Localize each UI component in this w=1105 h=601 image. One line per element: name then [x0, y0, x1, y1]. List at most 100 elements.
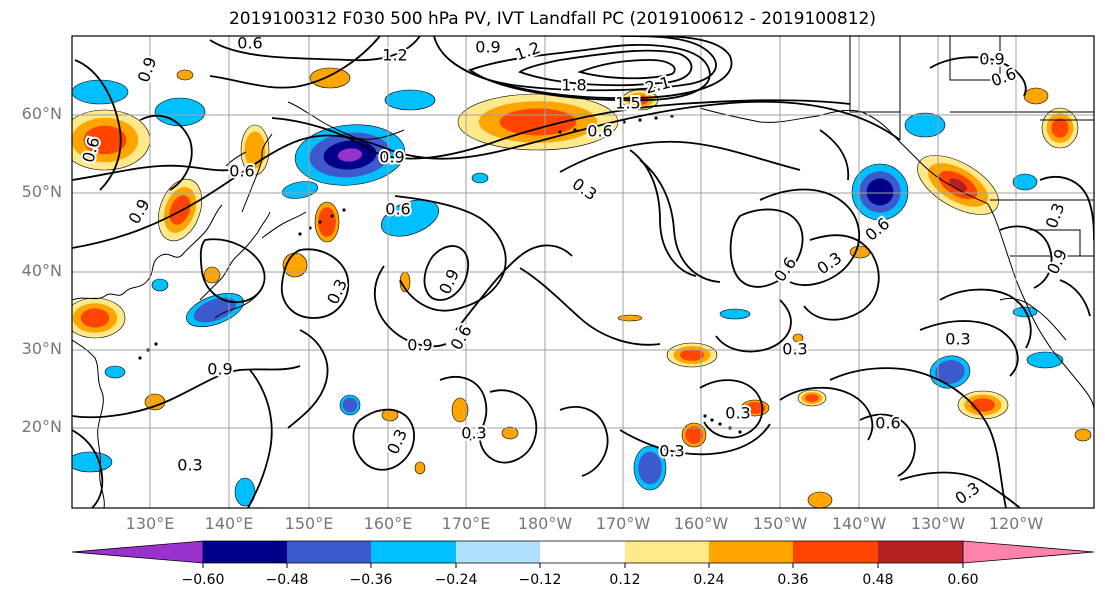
latitude-label: 60°N: [21, 104, 62, 123]
contour-label: 0.9: [407, 336, 432, 355]
contour-label: 2.1: [643, 73, 673, 98]
pv-anomaly-region: [633, 445, 667, 491]
pv-anomaly-region: [851, 163, 909, 221]
contour-label: 0.3: [782, 340, 807, 359]
coastline: [999, 297, 1067, 341]
latitude-label: 30°N: [21, 339, 62, 358]
ivt-contour-line: [209, 36, 381, 89]
pv-anomaly-region: [451, 397, 469, 423]
ivt-contour-line: [939, 288, 1032, 349]
longitude-label: 130°E: [125, 514, 175, 533]
colorbar-tick-label: −0.24: [434, 572, 478, 588]
pv-anomaly-region: [414, 461, 426, 475]
pv-anomaly-region: [666, 342, 718, 368]
pv-anomaly-region: [176, 69, 194, 81]
pv-anomaly-region: [792, 333, 804, 343]
contour-label: 0.9: [475, 38, 500, 57]
ivt-contour-line: [271, 99, 851, 160]
pv-anomaly-region: [501, 426, 519, 440]
longitude-label: 160°E: [363, 514, 413, 533]
contour-label: 0.9: [979, 50, 1004, 69]
contour-label: 0.3: [177, 456, 202, 475]
pv-anomaly-region: [1041, 107, 1079, 149]
longitude-label: 140°E: [204, 514, 254, 533]
pv-anomaly-region: [72, 79, 129, 105]
longitude-label: 160°W: [673, 514, 729, 533]
ivt-contour-line: [518, 49, 693, 87]
pv-anomaly-region: [154, 97, 206, 127]
ivt-contour-line: [72, 365, 301, 419]
contour-label: 0.6: [447, 322, 476, 354]
longitude-label: 170°W: [595, 514, 651, 533]
island: [638, 118, 642, 122]
island: [154, 342, 158, 346]
pv-anomaly-region: [904, 112, 946, 138]
ivt-contour-line: [479, 389, 538, 464]
pv-anomaly-region: [807, 491, 833, 508]
colorbar-extend-max: [962, 540, 1095, 564]
ivt-contour-line: [455, 244, 573, 331]
ivt-contour-line: [449, 36, 733, 100]
ivt-contour-line: [729, 208, 804, 288]
pv-anomaly-region: [797, 389, 827, 407]
colorbar: [71, 540, 1095, 568]
pv-anomaly-region: [471, 172, 489, 184]
colorbar-tick-label: 0.60: [947, 572, 979, 588]
contour-label: 0.6: [587, 122, 612, 141]
ivt-contour-line: [779, 386, 874, 441]
contour-label: 0.3: [383, 426, 411, 457]
contour-label: 0.6: [237, 34, 262, 53]
pv-anomaly-region: [186, 293, 244, 327]
contour-label: 0.3: [323, 276, 351, 307]
pv-anomaly-region: [72, 109, 151, 171]
contour-label: 0.3: [952, 478, 984, 508]
ivt-contour-line: [829, 367, 1007, 508]
ivt-contour-line: [72, 164, 231, 181]
ivt-contour-line: [72, 100, 901, 249]
colorbar-tick-label: 0.36: [777, 572, 809, 588]
map-frame: [71, 35, 1095, 509]
colorbar-tick-label: −0.48: [265, 572, 309, 588]
longitude-label: 150°E: [284, 514, 334, 533]
colorbar-segment: [878, 541, 963, 563]
island: [558, 130, 562, 134]
ivt-contour-line: [280, 248, 349, 319]
colorbar-tick-label: 0.12: [609, 572, 641, 588]
graticule: [72, 36, 1094, 508]
island: [738, 430, 742, 434]
coastline: [261, 211, 307, 239]
pv-anomaly-region: [151, 278, 169, 292]
colorbar-segment: [709, 541, 793, 563]
contour-label: 1.5: [615, 94, 640, 113]
pv-anomaly-region: [157, 178, 203, 242]
contour-label: 0.3: [569, 174, 601, 204]
colorbar-extend-min: [71, 540, 204, 564]
ivt-contour-line: [247, 369, 273, 508]
ivt-contour-line: [394, 195, 507, 312]
ivt-contour-line: [803, 234, 880, 321]
coastline: [861, 111, 989, 205]
contour-label: 0.9: [435, 266, 463, 297]
pv-anomaly-region: [1012, 173, 1038, 191]
ivt-contour-line: [859, 413, 916, 477]
ivt-contour-line: [559, 140, 801, 173]
longitude-label: 150°W: [752, 514, 808, 533]
longitude-label: 140°W: [831, 514, 887, 533]
contour-label: 0.6: [875, 414, 900, 433]
pv-anomaly-region: [681, 422, 707, 448]
contour-label: 1.2: [382, 46, 407, 65]
contour-label: 1.8: [561, 76, 586, 95]
ivt-contour-line: [715, 299, 792, 353]
contour-label: 0.3: [725, 404, 750, 423]
longitude-label: 130°W: [910, 514, 966, 533]
ivt-contour-line: [999, 225, 1053, 289]
coastline: [72, 204, 223, 301]
colorbar-segment: [371, 541, 456, 563]
coastline: [987, 203, 1094, 411]
ivt-contour-line: [559, 406, 609, 477]
island: [138, 356, 142, 360]
pv-anomaly-region: [203, 266, 221, 284]
ivt-contour-line: [439, 375, 488, 441]
coastline: [72, 339, 105, 508]
